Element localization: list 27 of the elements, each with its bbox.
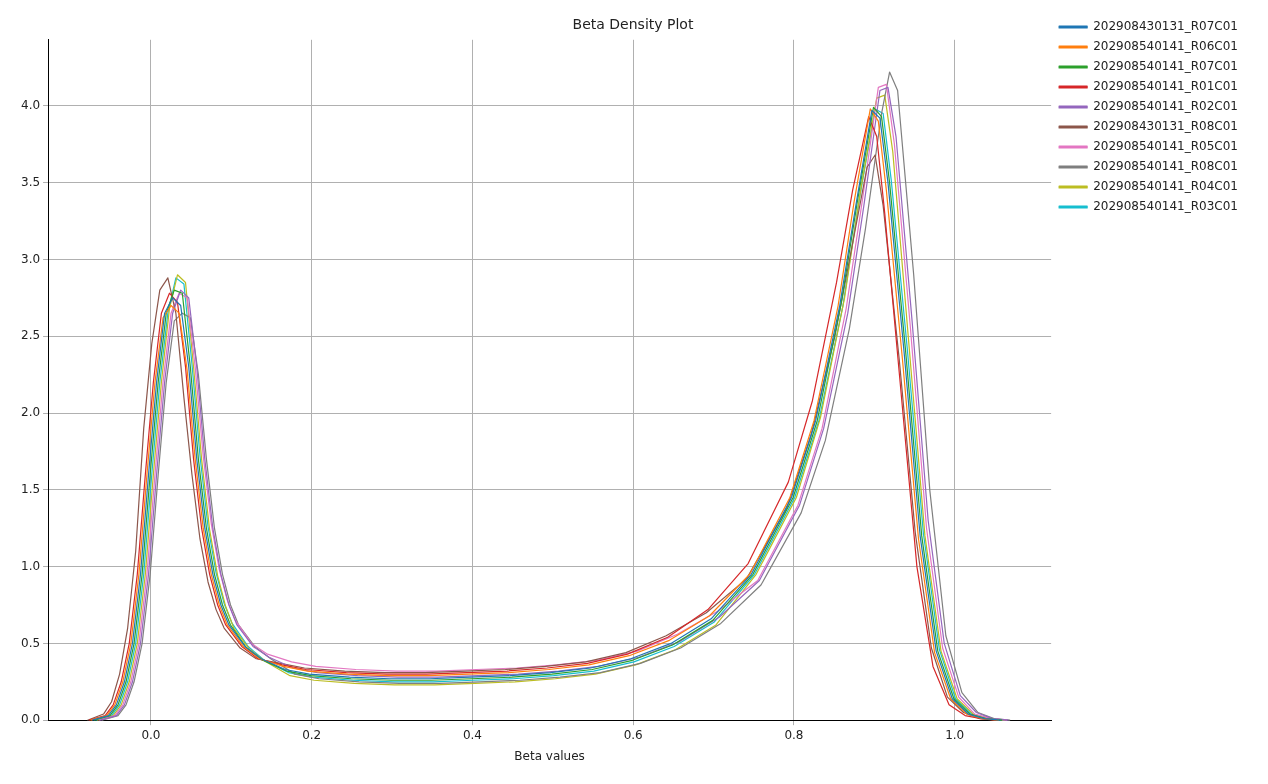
legend-label: 202908540141_R06C01 bbox=[1093, 39, 1238, 54]
y-tick-label: 3.0 bbox=[20, 251, 41, 266]
y-tick-label: 4.0 bbox=[20, 97, 41, 112]
legend-label: 202908430131_R08C01 bbox=[1093, 119, 1238, 134]
y-tick-label: 1.0 bbox=[20, 558, 41, 573]
x-axis-title: Beta values bbox=[514, 748, 585, 763]
x-tick-label: 0.8 bbox=[784, 727, 804, 742]
y-tick-label: 0.0 bbox=[20, 712, 41, 727]
y-tick-label: 0.5 bbox=[20, 635, 41, 650]
x-tick-label: 0.6 bbox=[623, 727, 643, 742]
x-tick-label: 1.0 bbox=[945, 727, 965, 742]
x-tick-label: 0.0 bbox=[141, 727, 161, 742]
legend-label: 202908540141_R02C01 bbox=[1093, 99, 1238, 114]
legend-label: 202908540141_R04C01 bbox=[1093, 179, 1238, 194]
legend-label: 202908540141_R01C01 bbox=[1093, 79, 1238, 94]
x-tick-label: 0.4 bbox=[462, 727, 482, 742]
legend-label: 202908540141_R03C01 bbox=[1093, 199, 1238, 214]
y-tick-label: 1.5 bbox=[20, 481, 41, 496]
y-tick-label: 2.0 bbox=[20, 405, 41, 420]
chart-title: Beta Density Plot bbox=[572, 16, 694, 33]
y-tick-label: 2.5 bbox=[20, 328, 41, 343]
legend-label: 202908540141_R05C01 bbox=[1093, 139, 1238, 154]
legend-label: 202908540141_R07C01 bbox=[1093, 59, 1238, 74]
x-tick-label: 0.2 bbox=[302, 727, 322, 742]
y-tick-label: 3.5 bbox=[20, 174, 41, 189]
legend-label: 202908540141_R08C01 bbox=[1093, 159, 1238, 174]
legend-label: 202908430131_R07C01 bbox=[1093, 19, 1238, 34]
